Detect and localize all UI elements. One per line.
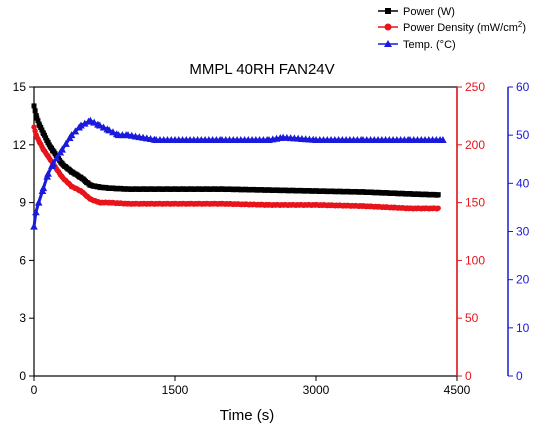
series-point-power — [42, 132, 48, 138]
series-point-temp — [86, 116, 95, 124]
x-tick-label: 1500 — [162, 383, 189, 397]
y3-tick-label: 40 — [516, 176, 530, 190]
legend-density-label: Power Density (mW/cm2) — [403, 20, 526, 34]
y1-tick-label: 12 — [13, 138, 27, 152]
legend-density-main: Power Density (mW/cm — [403, 22, 518, 34]
series-point-power — [435, 192, 441, 198]
series-square — [31, 103, 441, 198]
series-point-power — [33, 113, 39, 119]
series-point-temp — [105, 126, 113, 134]
y3-tick-label: 10 — [516, 321, 530, 335]
series-point-power — [39, 127, 45, 133]
legend-density-sup: 2 — [518, 20, 523, 29]
x-tick-label: 3000 — [303, 383, 330, 397]
series-point-temp — [58, 145, 66, 153]
legend: Power (W) Power Density (mW/cm2) Temp. (… — [378, 6, 526, 51]
y2-tick-label: 0 — [465, 369, 472, 383]
y2-tick-label: 100 — [465, 253, 485, 267]
series-point-density — [435, 205, 441, 211]
y3-tick-label: 20 — [516, 273, 530, 287]
series-point-power — [31, 103, 37, 109]
series-point-temp — [62, 139, 70, 147]
series-point-temp — [439, 135, 447, 143]
series-point-temp — [99, 123, 108, 131]
series-point-power — [35, 118, 41, 124]
chart-title: MMPL 40RH FAN24V — [189, 61, 334, 78]
series-point-temp — [71, 127, 80, 135]
series-point-power — [38, 124, 44, 130]
y1-tick-label: 6 — [19, 253, 26, 267]
series-point-power — [32, 108, 38, 114]
legend-power-label: Power (W) — [403, 6, 455, 18]
legend-density-end: ) — [522, 22, 526, 34]
y3-tick-label: 30 — [516, 225, 530, 239]
series-point-temp — [44, 169, 52, 177]
legend-density-marker — [384, 23, 392, 31]
y2-tick-label: 250 — [465, 80, 485, 94]
y3-tick-label: 0 — [516, 369, 523, 383]
y1-tick-label: 0 — [19, 369, 26, 383]
series-point-temp — [34, 198, 43, 206]
series-triangle — [30, 116, 447, 230]
y1-tick-label: 3 — [19, 311, 26, 325]
y2-tick-label: 150 — [465, 196, 485, 210]
series-layer — [30, 103, 447, 230]
series-point-temp — [80, 119, 89, 127]
series-circle — [31, 124, 441, 212]
x-tick-label: 4500 — [444, 383, 471, 397]
series-point-power — [43, 135, 49, 141]
series-point-temp — [96, 121, 104, 129]
y2-tick-label: 200 — [465, 138, 485, 152]
series-point-temp — [77, 121, 85, 129]
series-point-temp — [52, 154, 61, 162]
plot-area — [33, 86, 458, 377]
x-axis-label: Time (s) — [220, 407, 274, 424]
series-point-temp — [32, 208, 40, 216]
y3-tick-label: 50 — [516, 128, 530, 142]
y2-tick-label: 50 — [465, 311, 479, 325]
legend-temp-label: Temp. (°C) — [403, 39, 456, 51]
plot-frame — [33, 86, 458, 377]
legend-temp-marker — [384, 40, 392, 47]
series-point-temp — [90, 118, 98, 126]
axes-layer: 0 1500 3000 4500036912150501001502002500102… — [13, 80, 530, 397]
legend-power-marker — [385, 8, 391, 14]
x-tick-label: 0 — [31, 383, 38, 397]
series-point-temp — [49, 160, 57, 168]
y1-tick-label: 15 — [13, 80, 27, 94]
series-point-temp — [39, 184, 48, 192]
y1-tick-label: 9 — [19, 196, 26, 210]
y3-tick-label: 60 — [516, 80, 530, 94]
series-point-temp — [109, 128, 117, 136]
series-point-temp — [67, 131, 76, 139]
series-point-temp — [30, 222, 38, 230]
